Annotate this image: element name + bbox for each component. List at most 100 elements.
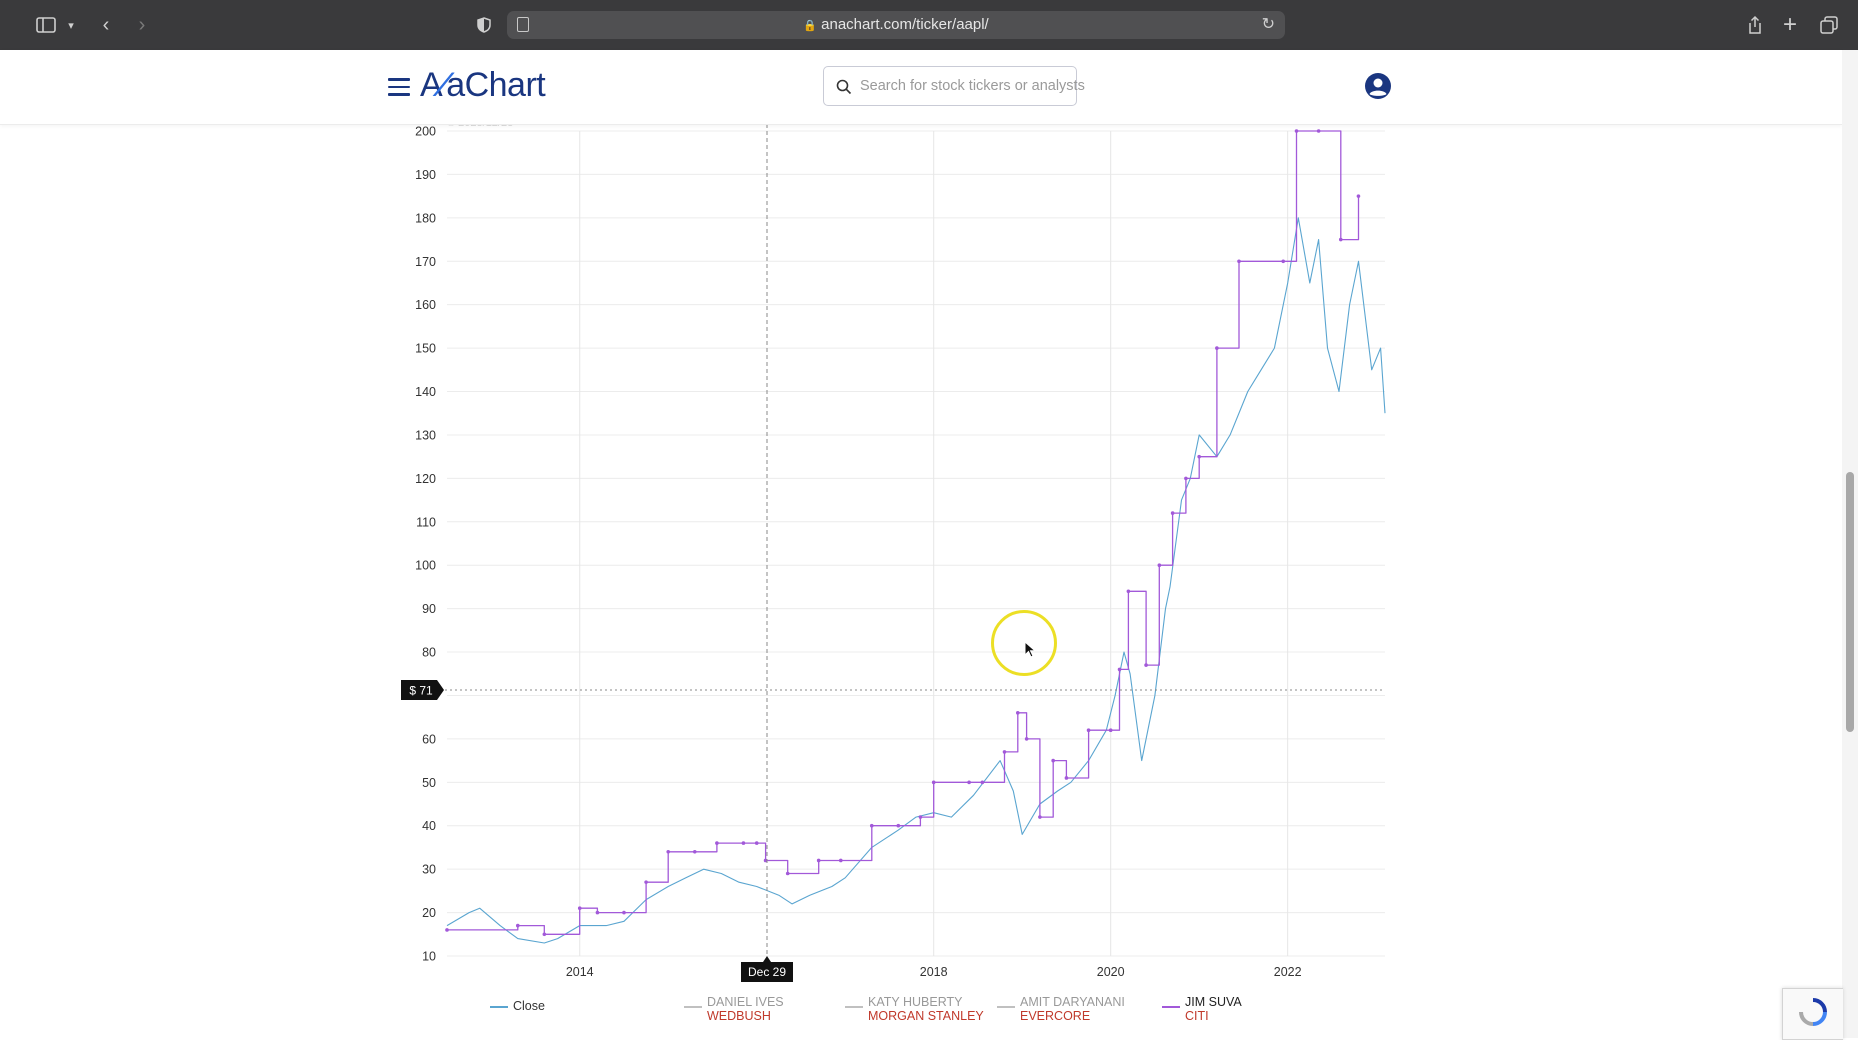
price-target-point	[1197, 454, 1201, 459]
y-tick-label: 30	[422, 863, 436, 877]
price-target-point	[1051, 758, 1055, 763]
chevron-down-icon[interactable]: ▾	[68, 19, 74, 32]
price-target-point	[515, 923, 520, 928]
y-tick-label: 140	[415, 385, 436, 399]
y-tick-label: 50	[422, 776, 436, 790]
y-tick-label: 170	[415, 255, 436, 269]
legend-swatch	[490, 1006, 508, 1008]
price-target-point	[896, 823, 901, 828]
url-text: anachart.com/ticker/aapl/	[821, 16, 989, 33]
date-label-box	[741, 956, 793, 982]
new-tab-icon[interactable]: +	[1782, 11, 1797, 38]
price-target-point	[1024, 737, 1029, 741]
price-target-line	[447, 130, 1360, 935]
price-target-point	[577, 906, 582, 911]
price-target-point	[785, 871, 790, 876]
price-target-point	[1237, 259, 1241, 264]
search-icon	[836, 79, 852, 95]
browser-toolbar: ▾ ‹ › 🔒 anachart.com/ticker/aapl/ ↻ +	[0, 0, 1858, 50]
price-target-point	[931, 780, 936, 785]
recaptcha-badge[interactable]	[1782, 988, 1843, 1040]
price-target-point	[715, 841, 719, 845]
price-target-point	[1184, 476, 1188, 481]
y-tick-label: 40	[422, 819, 436, 833]
price-target-point	[1281, 259, 1286, 264]
legend-swatch	[845, 1006, 863, 1008]
mouse-cursor-icon	[1024, 641, 1036, 658]
address-bar[interactable]: 🔒 anachart.com/ticker/aapl/ ↻	[507, 11, 1285, 39]
legend-firm: CITI	[1185, 1009, 1209, 1023]
page-icon	[517, 17, 529, 32]
legend-item-close[interactable]: Close	[490, 996, 570, 1026]
x-tick-label: 2020	[1097, 965, 1125, 979]
legend-item-analyst[interactable]: DANIEL IVES WEDBUSH	[684, 996, 804, 1026]
y-tick-label: 90	[422, 602, 436, 616]
price-target-point	[816, 858, 821, 863]
legend-swatch	[997, 1006, 1015, 1008]
price-target-point	[741, 841, 746, 845]
price-target-point	[967, 780, 971, 785]
price-target-point	[644, 880, 648, 884]
y-tick-label: 200	[415, 125, 436, 139]
recaptcha-icon	[1799, 998, 1827, 1026]
crosshair-date-label: Dec 29	[748, 965, 786, 979]
y-tick-label: 190	[415, 168, 436, 182]
x-tick-label: 2018	[920, 965, 948, 979]
page-scrollbar-thumb[interactable]	[1846, 472, 1854, 732]
price-target-point	[1038, 815, 1042, 819]
price-target-point	[666, 849, 671, 854]
price-target-point	[980, 780, 985, 785]
price-target-point	[542, 932, 547, 937]
y-tick-label: 150	[415, 342, 436, 356]
legend-name: JIM SUVA	[1185, 995, 1242, 1009]
y-tick-label: 60	[422, 732, 436, 746]
user-account-icon[interactable]	[1364, 72, 1392, 100]
price-target-point	[1215, 346, 1219, 350]
price-target-point	[1356, 194, 1361, 198]
price-target-point	[1126, 589, 1131, 594]
legend-item-analyst[interactable]: KATY HUBERTY MORGAN STANLEY	[845, 996, 985, 1026]
price-target-point	[838, 858, 843, 863]
close-price-line	[446, 217, 1386, 944]
price-target-point	[918, 815, 923, 819]
price-target-point	[1157, 563, 1162, 568]
tab-overview-icon[interactable]	[1818, 12, 1840, 38]
price-target-point	[869, 823, 874, 828]
price-target-point	[595, 910, 600, 915]
lock-icon: 🔒	[803, 20, 817, 32]
y-tick-label: 80	[422, 646, 436, 660]
anachart-logo[interactable]: A∕∕aChart	[420, 66, 546, 104]
price-target-point	[1086, 728, 1091, 733]
hamburger-menu-icon[interactable]	[388, 78, 410, 96]
y-tick-label: 120	[415, 472, 436, 486]
price-target-point	[1294, 129, 1299, 133]
price-target-point	[1170, 511, 1175, 515]
legend-swatch	[1162, 1006, 1180, 1008]
y-tick-label: 10	[422, 950, 436, 964]
back-icon[interactable]: ‹	[102, 13, 110, 36]
price-target-point	[763, 858, 768, 863]
reload-icon[interactable]: ↻	[1261, 16, 1275, 33]
price-target-point	[692, 849, 697, 854]
y-tick-label: 110	[416, 515, 436, 529]
app-header: A∕∕aChart Search for stock tickers or an…	[0, 50, 1842, 125]
y-tick-label: 160	[415, 298, 436, 312]
price-target-point	[754, 841, 759, 845]
share-icon[interactable]	[1744, 12, 1766, 38]
price-target-point	[445, 928, 449, 932]
sidebar-toggle-icon[interactable]	[34, 12, 58, 38]
legend-item-analyst[interactable]: AMIT DARYANANI EVERCORE	[997, 996, 1127, 1026]
price-target-point	[622, 910, 626, 915]
shield-icon[interactable]	[474, 12, 494, 38]
crosshair-price-label: $ 71	[409, 684, 433, 698]
legend-swatch	[684, 1006, 702, 1008]
search-input[interactable]: Search for stock tickers or analysts	[823, 66, 1085, 106]
legend-firm: EVERCORE	[1020, 1009, 1091, 1023]
legend-item-analyst-active[interactable]: JIM SUVA CITI	[1162, 996, 1262, 1026]
y-tick-label: 100	[415, 559, 436, 573]
y-tick-label: 130	[415, 428, 436, 442]
x-tick-label: 2022	[1274, 965, 1302, 979]
forward-icon[interactable]: ›	[138, 13, 146, 36]
